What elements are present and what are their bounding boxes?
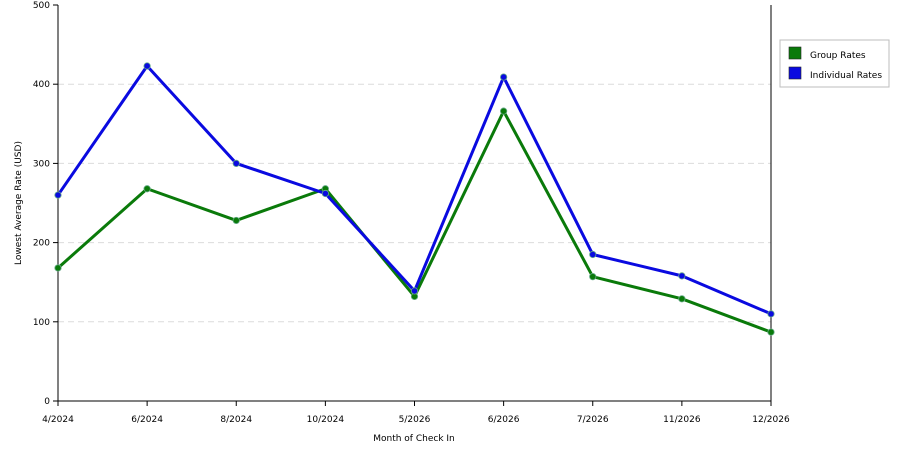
grid-lines [58, 83, 771, 323]
legend-swatch-individual-rates [788, 66, 802, 80]
data-point-individual-rates [678, 272, 686, 280]
x-tick-label: 10/2024 [307, 415, 345, 425]
x-tick-label: 11/2026 [663, 415, 701, 425]
data-point-individual-rates [232, 159, 240, 167]
data-point-individual-rates [767, 310, 775, 318]
data-point-group-rates [678, 295, 686, 303]
data-point-individual-rates [54, 191, 62, 199]
data-point-individual-rates [500, 73, 508, 81]
series [54, 62, 775, 336]
legend-label-group-rates: Group Rates [810, 51, 866, 61]
data-point-group-rates [500, 107, 508, 115]
data-point-group-rates [143, 185, 151, 193]
y-tick-label: 200 [33, 239, 50, 249]
legend-swatch-group-rates [788, 46, 802, 60]
y-tick-label: 0 [44, 397, 50, 407]
series-line-individual-rates [56, 64, 773, 316]
y-tick-label: 500 [33, 1, 50, 11]
x-tick-label: 6/2026 [488, 415, 520, 425]
x-tick-label: 4/2024 [42, 415, 74, 425]
data-point-group-rates [54, 264, 62, 272]
y-tick-label: 300 [33, 159, 50, 169]
data-point-group-rates [232, 216, 240, 225]
data-point-individual-rates [321, 189, 329, 198]
data-point-group-rates [767, 328, 775, 336]
axes [57, 5, 772, 402]
x-axis-title: Month of Check In [373, 434, 455, 444]
x-tick-label: 7/2026 [577, 415, 609, 425]
legend: Group Rates Individual Rates [779, 39, 890, 88]
x-tick-label: 5/2026 [399, 415, 431, 425]
x-ticks: 4/2024 6/2024 8/2024 10/2024 5/2026 6/2026 7/2… [42, 401, 790, 425]
data-point-individual-rates [143, 62, 151, 70]
data-point-individual-rates [589, 250, 597, 259]
x-tick-label: 6/2024 [131, 415, 163, 425]
y-tick-label: 400 [33, 80, 50, 90]
y-tick-label: 100 [33, 318, 50, 328]
x-tick-label: 8/2024 [220, 415, 252, 425]
legend-label-individual-rates: Individual Rates [810, 71, 882, 81]
y-axis-title: Lowest Average Rate (USD) [14, 141, 24, 265]
data-point-group-rates [589, 273, 597, 281]
x-tick-label: 12/2026 [752, 415, 790, 425]
data-point-individual-rates [410, 287, 419, 295]
y-ticks: 0 100 200 300 400 500 [33, 1, 58, 407]
